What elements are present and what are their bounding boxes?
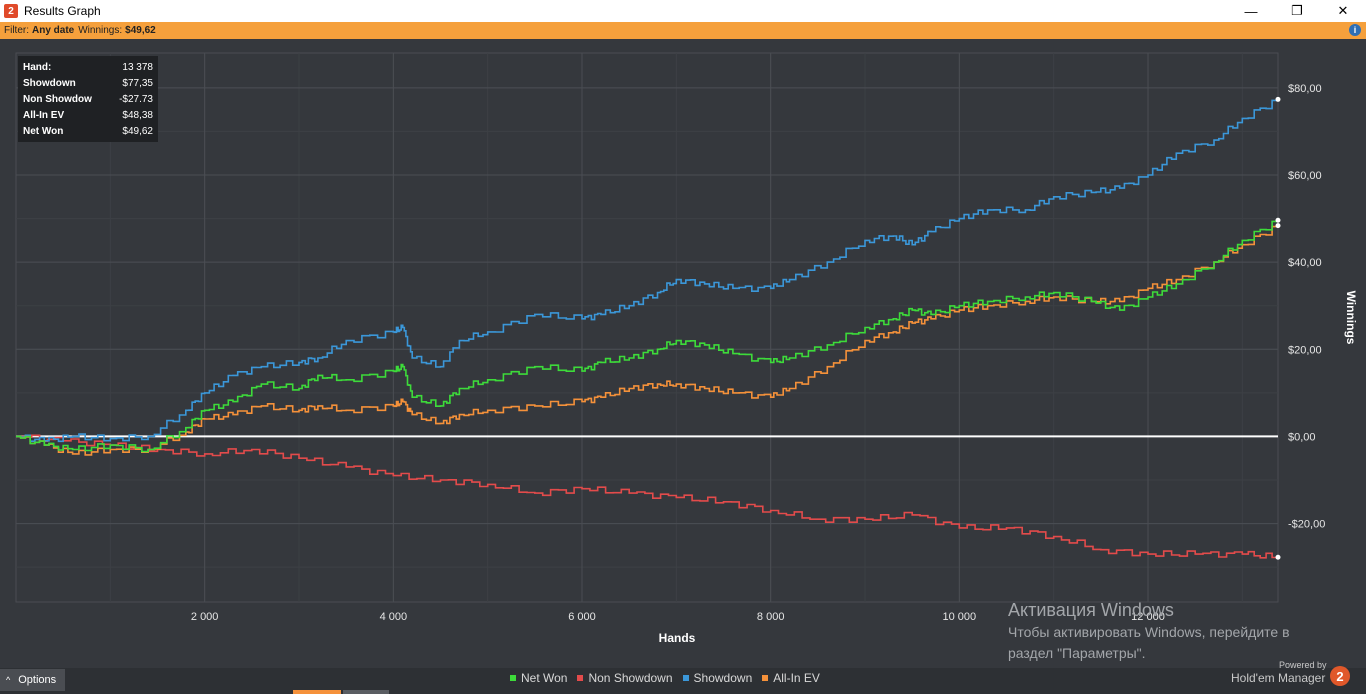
tab-indicator[interactable] (293, 690, 341, 694)
stats-value: $77,35 (122, 77, 153, 89)
powered-by-text: Powered by (1279, 660, 1327, 670)
series-end-marker (1275, 96, 1281, 102)
x-tick-label: 4 000 (380, 611, 408, 623)
y-tick-label: -$20,00 (1288, 519, 1325, 531)
hm2-logo-icon: 2 (1330, 666, 1350, 686)
x-axis-label: Hands (659, 631, 696, 645)
minimize-button[interactable]: — (1244, 3, 1258, 19)
x-tick-label: 12 000 (1131, 611, 1165, 623)
stats-key: Hand: (23, 61, 52, 73)
maximize-button[interactable]: ❐ (1291, 3, 1303, 18)
x-tick-label: 6 000 (568, 611, 596, 623)
options-label: Options (18, 674, 57, 686)
brand-name: Hold'em Manager (1231, 671, 1326, 685)
filter-date[interactable]: Any date (32, 25, 75, 36)
y-tick-label: $60,00 (1288, 170, 1322, 182)
series-line-all-in-ev (16, 225, 1279, 456)
y-tick-label: $20,00 (1288, 344, 1322, 356)
filter-label: Filter: (4, 25, 29, 36)
y-axis-label: Winnings (1344, 291, 1358, 345)
stats-value: -$27.73 (119, 93, 153, 105)
stats-key: Showdown (23, 77, 76, 89)
activation-line2: раздел "Параметры". (1008, 645, 1146, 661)
bottom-bar (0, 668, 1366, 694)
winnings-label: Winnings: (78, 25, 123, 36)
caret-up-icon: ^ (6, 675, 11, 685)
windows-activation-watermark: Активация Windows Чтобы активировать Win… (1008, 600, 1290, 663)
x-tick-label: 8 000 (757, 611, 785, 623)
stats-key: Net Won (23, 125, 64, 137)
close-button[interactable]: ✕ (1337, 3, 1349, 18)
stats-value: $48,38 (122, 109, 153, 121)
stats-row-net-won: Net Won $49,62 (23, 123, 153, 139)
series-line-non-showdown (16, 434, 1279, 559)
activation-line1: Чтобы активировать Windows, перейдите в (1008, 624, 1290, 640)
stats-row-hand: Hand: 13 378 (23, 59, 153, 75)
hm2-app-icon: 2 (4, 4, 18, 18)
options-button[interactable]: ^ Options (0, 669, 65, 691)
window-title: Results Graph (24, 4, 101, 18)
chart-legend: Net Won Non Showdown Showdown All-In EV (510, 671, 830, 685)
stats-value: $49,62 (122, 125, 153, 137)
legend-label: Net Won (521, 671, 568, 685)
filter-bar: Filter: Any date Winnings: $49,62 (0, 22, 1366, 39)
activation-heading: Активация Windows (1008, 600, 1174, 620)
legend-swatch (510, 675, 516, 681)
stats-key: Non Showdow (23, 93, 92, 105)
stats-row-showdown: Showdown $77,35 (23, 75, 153, 91)
y-tick-label: $0,00 (1288, 431, 1316, 443)
legend-item-non-showdown[interactable]: Non Showdown (577, 671, 673, 685)
legend-swatch (577, 675, 584, 681)
legend-label: All-In EV (773, 671, 820, 685)
legend-item-allin-ev[interactable]: All-In EV (762, 671, 820, 685)
x-tick-label: 10 000 (943, 611, 977, 623)
info-icon[interactable]: i (1349, 24, 1361, 36)
y-tick-label: $40,00 (1288, 257, 1322, 269)
stats-row-allin-ev: All-In EV $48,38 (23, 107, 153, 123)
legend-swatch (762, 675, 769, 681)
results-chart: $80,00 $60,00 $40,00 $20,00 $0,00 -$20,00 2 00… (15, 52, 1358, 645)
series-end-marker (1275, 223, 1281, 229)
legend-swatch (682, 675, 689, 681)
series-line-showdown (16, 99, 1279, 443)
legend-item-showdown[interactable]: Showdown (682, 671, 753, 685)
series-line-net-won (16, 220, 1279, 453)
x-tick-label: 2 000 (191, 611, 219, 623)
series-end-marker (1275, 217, 1281, 223)
stats-key: All-In EV (23, 109, 65, 121)
legend-label: Showdown (693, 671, 753, 685)
stats-tooltip: Hand: 13 378 Showdown $77,35 Non Showdow -$… (18, 56, 158, 142)
legend-label: Non Showdown (588, 671, 673, 685)
winnings-value: $49,62 (125, 25, 156, 36)
plot-area (15, 52, 1279, 603)
y-tick-label: $80,00 (1288, 83, 1322, 95)
series-end-marker (1275, 554, 1281, 560)
tab-indicator-2[interactable] (343, 690, 389, 694)
legend-item-net-won[interactable]: Net Won (510, 671, 567, 685)
stats-row-non-showdown: Non Showdow -$27.73 (23, 91, 153, 107)
title-bar: 2 Results Graph — ❐ ✕ (0, 0, 1366, 22)
stats-value: 13 378 (122, 61, 153, 73)
